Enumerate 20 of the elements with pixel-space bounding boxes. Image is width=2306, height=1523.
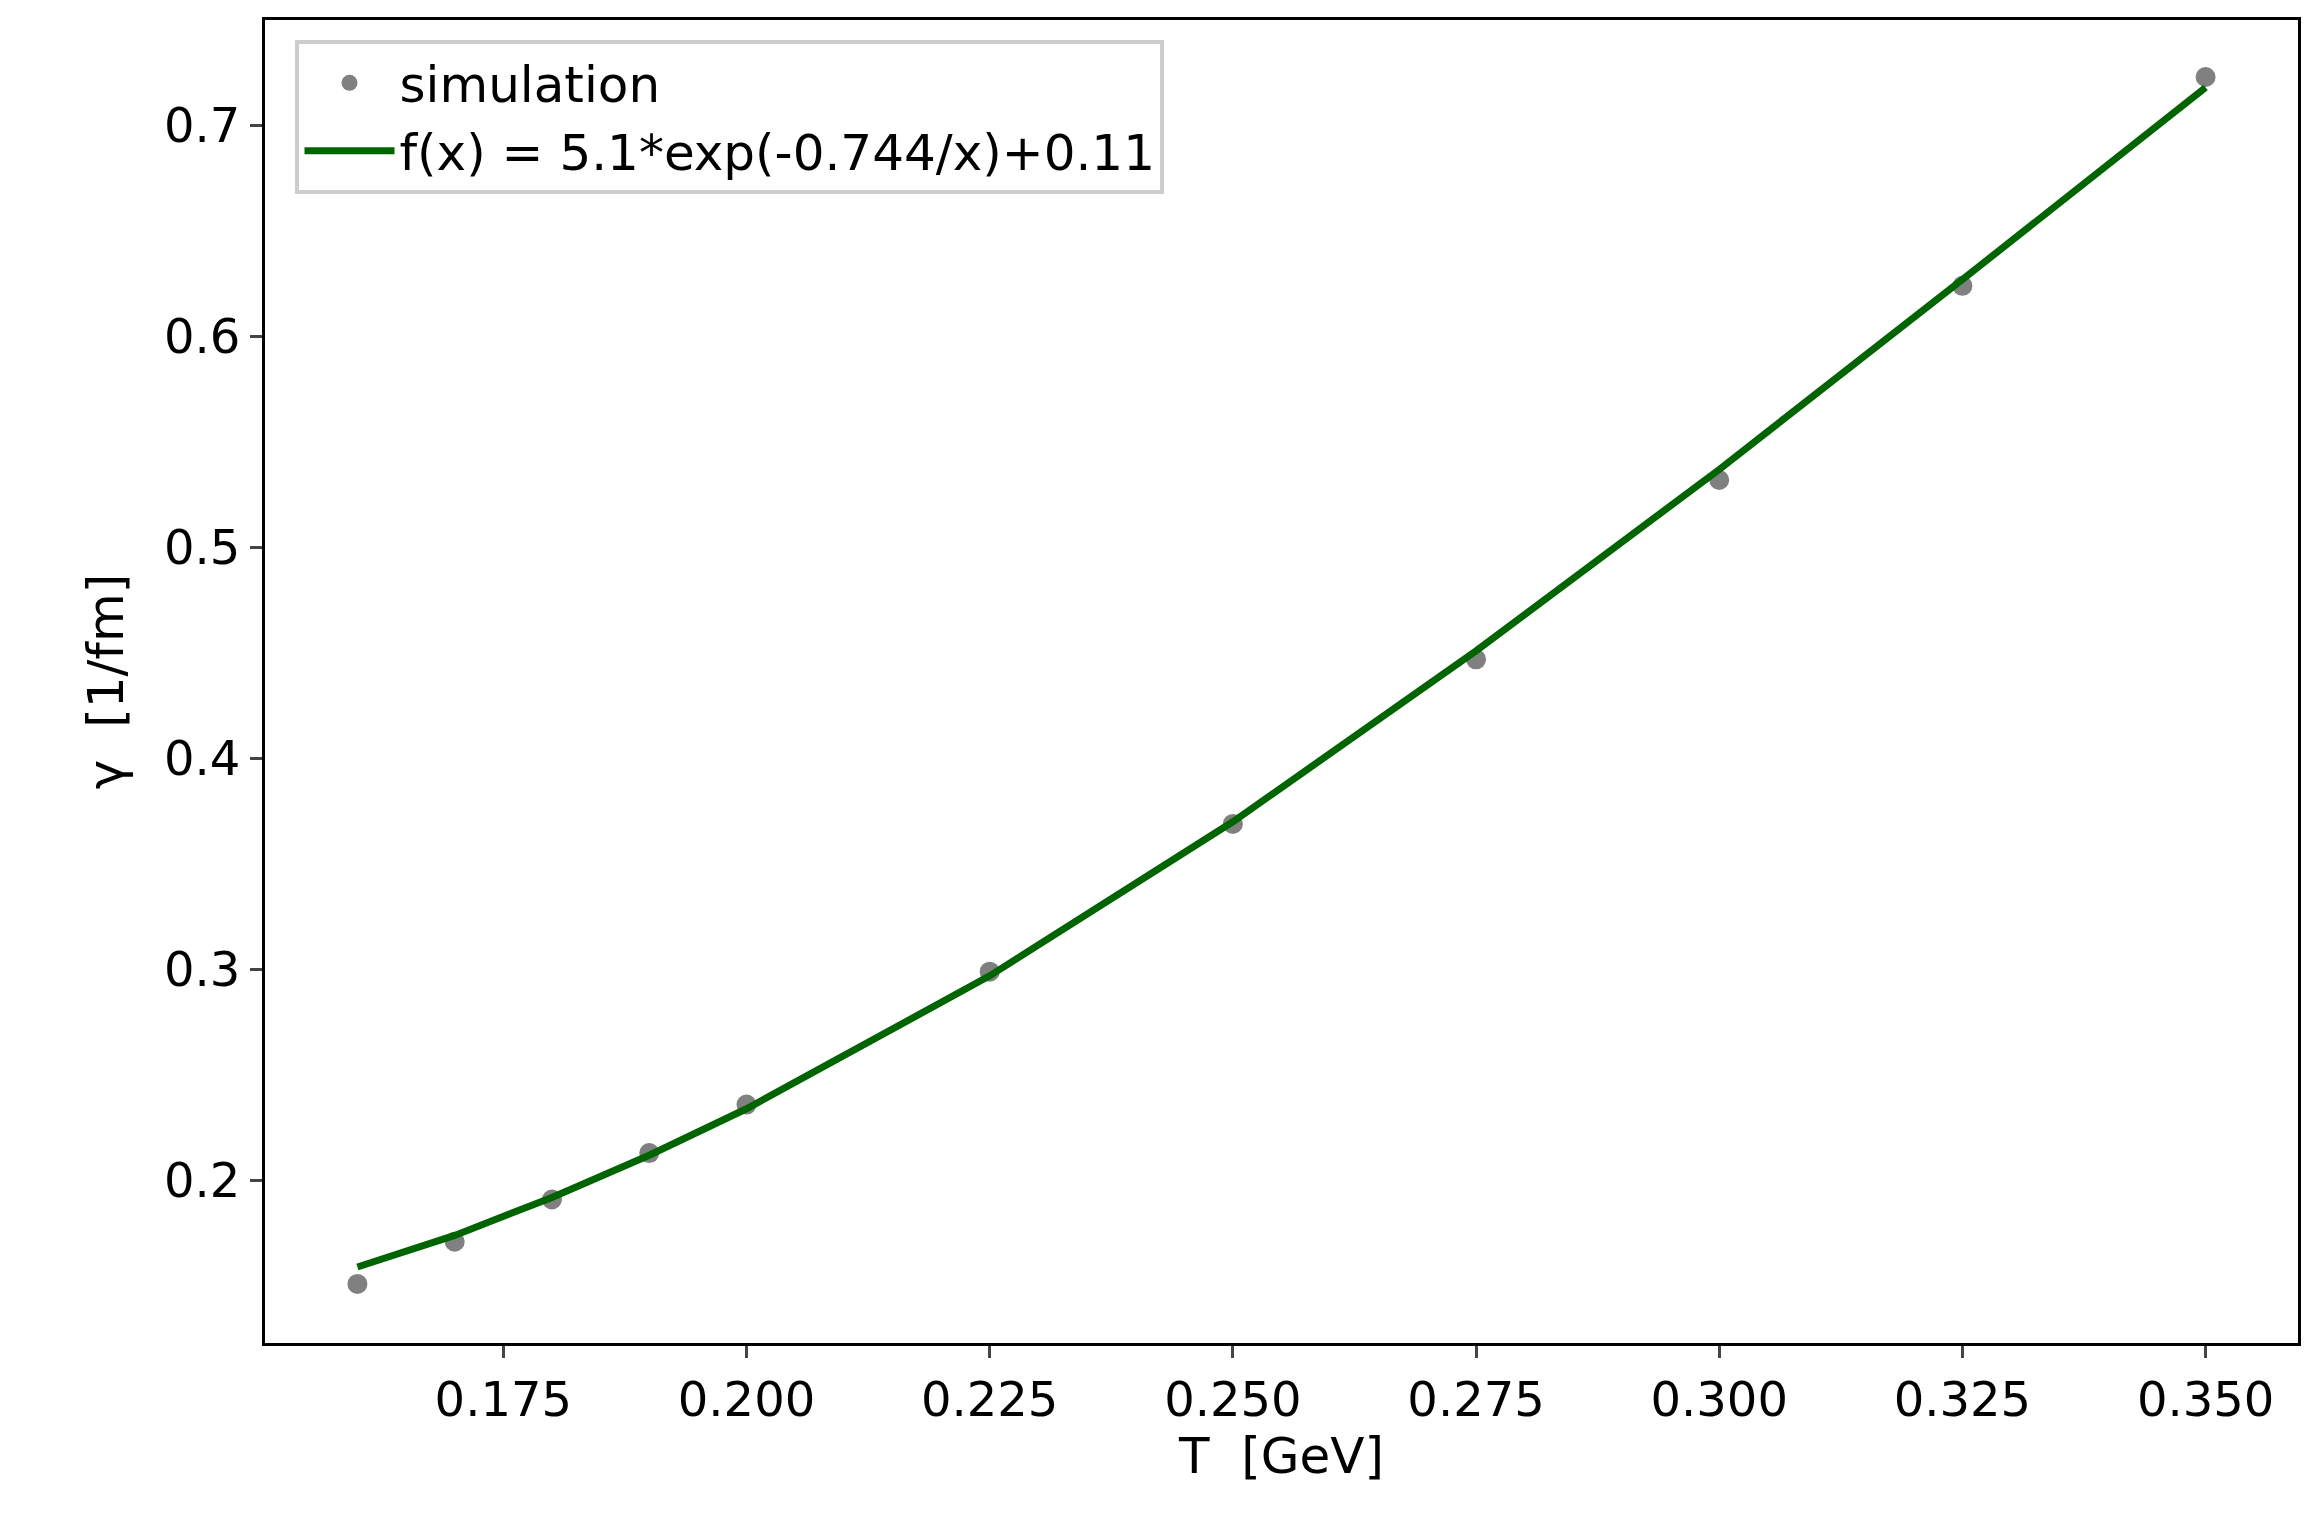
y-tick-label: 0.6 — [164, 308, 241, 365]
x-tick-label: 0.275 — [1407, 1370, 1545, 1427]
legend-label: f(x) = 5.1*exp(-0.744/x)+0.11 — [399, 124, 1155, 183]
legend-label: simulation — [399, 56, 661, 115]
x-tick-label: 0.200 — [677, 1370, 816, 1427]
y-axis-title: γ [1/fm] — [77, 573, 136, 790]
x-tick-label: 0.325 — [1893, 1370, 2032, 1427]
point — [347, 1273, 368, 1294]
x-tick-label: 0.175 — [434, 1370, 573, 1427]
y-tick-label: 0.2 — [164, 1152, 241, 1209]
y-tick-label: 0.7 — [164, 97, 241, 154]
x-tick-label: 0.300 — [1650, 1370, 1788, 1427]
x-tick-label: 0.350 — [2136, 1370, 2275, 1427]
y-tick-label: 0.3 — [164, 941, 241, 998]
x-tick-label: 0.250 — [1164, 1370, 1302, 1427]
x-axis-title: T [GeV] — [1177, 1426, 1385, 1485]
x-tick-label: 0.225 — [920, 1370, 1059, 1427]
y-tick-label: 0.5 — [164, 519, 241, 576]
y-tick-label: 0.4 — [164, 730, 241, 787]
point — [2195, 66, 2216, 87]
